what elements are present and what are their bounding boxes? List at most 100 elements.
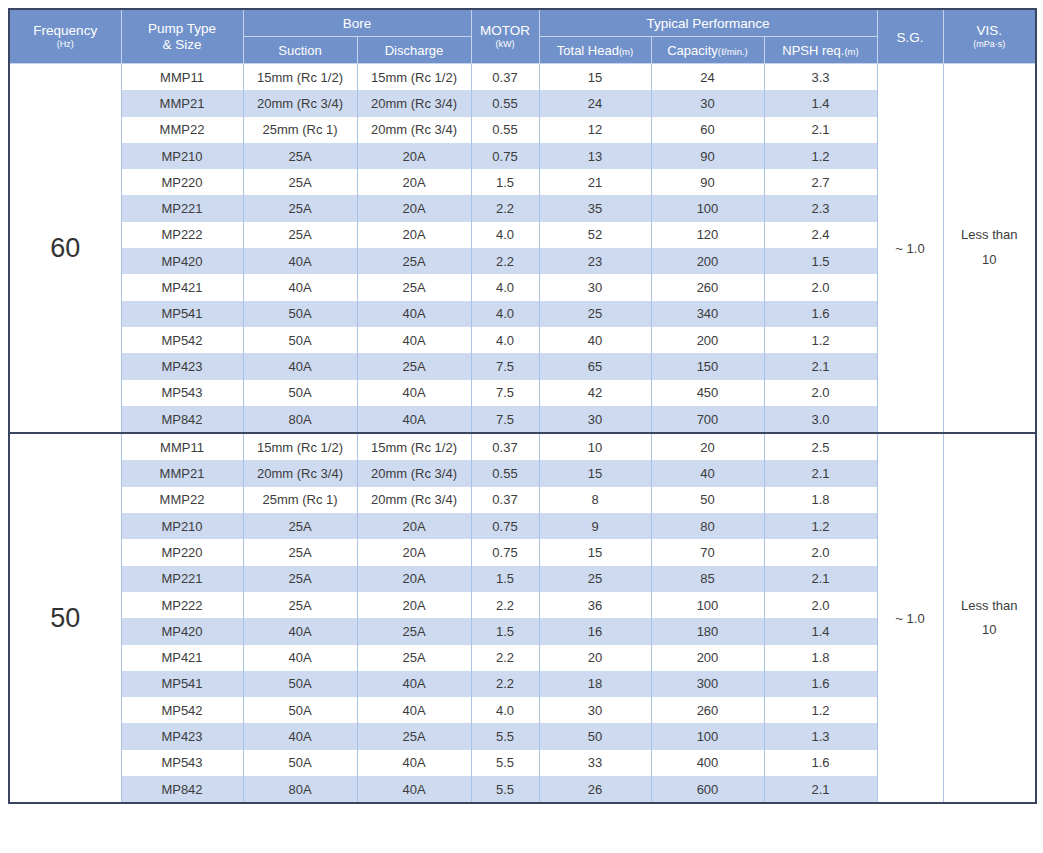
capacity-cell: 120 [651, 222, 764, 248]
npsh-header-unit: (m) [844, 46, 858, 57]
capacity-cell: 700 [651, 406, 764, 433]
npsh-cell: 1.4 [764, 90, 877, 116]
col-header-sg: S.G. [877, 9, 943, 64]
pump-model-cell: MMP22 [121, 117, 243, 143]
vis-header-label: VIS. [946, 23, 1034, 39]
suction-bore-cell: 40A [243, 645, 357, 671]
motor-kw-cell: 0.37 [471, 64, 539, 91]
suction-bore-cell: 40A [243, 618, 357, 644]
pump-model-cell: MP541 [121, 301, 243, 327]
frequency-value: 50 [9, 433, 121, 803]
suction-bore-cell: 25A [243, 513, 357, 539]
pump-type-header-line1: Pump Type [124, 21, 241, 37]
suction-bore-cell: 80A [243, 776, 357, 803]
total-head-cell: 16 [539, 618, 651, 644]
capacity-cell: 400 [651, 750, 764, 776]
capacity-cell: 200 [651, 248, 764, 274]
motor-kw-cell: 5.5 [471, 750, 539, 776]
motor-kw-cell: 0.75 [471, 513, 539, 539]
suction-bore-cell: 25A [243, 566, 357, 592]
capacity-cell: 100 [651, 195, 764, 221]
col-group-header-bore: Bore [243, 9, 471, 37]
suction-bore-cell: 40A [243, 723, 357, 749]
npsh-cell: 2.5 [764, 433, 877, 460]
npsh-cell: 2.7 [764, 169, 877, 195]
discharge-bore-cell: 20mm (Rc 3/4) [357, 117, 471, 143]
pump-model-cell: MP420 [121, 618, 243, 644]
pump-model-cell: MP541 [121, 671, 243, 697]
suction-bore-cell: 25A [243, 169, 357, 195]
pump-model-cell: MP210 [121, 143, 243, 169]
suction-bore-cell: 40A [243, 353, 357, 379]
total-head-cell: 52 [539, 222, 651, 248]
discharge-bore-cell: 40A [357, 301, 471, 327]
total-head-cell: 20 [539, 645, 651, 671]
discharge-bore-cell: 40A [357, 406, 471, 433]
discharge-bore-cell: 20A [357, 222, 471, 248]
npsh-cell: 2.1 [764, 353, 877, 379]
motor-kw-cell: 4.0 [471, 301, 539, 327]
capacity-cell: 150 [651, 353, 764, 379]
npsh-cell: 2.0 [764, 380, 877, 406]
motor-kw-cell: 2.2 [471, 592, 539, 618]
capacity-cell: 200 [651, 645, 764, 671]
npsh-cell: 1.2 [764, 513, 877, 539]
total-head-cell: 25 [539, 301, 651, 327]
pump-model-cell: MP420 [121, 248, 243, 274]
discharge-bore-cell: 25A [357, 645, 471, 671]
col-header-capacity: Capacity(ℓ/min.) [651, 37, 764, 64]
col-header-motor: MOTOR (kW) [471, 9, 539, 64]
suction-bore-cell: 25A [243, 539, 357, 565]
suction-bore-cell: 20mm (Rc 3/4) [243, 460, 357, 486]
frequency-value: 60 [9, 64, 121, 434]
total-head-cell: 15 [539, 460, 651, 486]
npsh-cell: 1.3 [764, 723, 877, 749]
capacity-cell: 30 [651, 90, 764, 116]
suction-bore-cell: 25A [243, 222, 357, 248]
frequency-header-label: Frequency [12, 23, 119, 39]
suction-bore-cell: 50A [243, 750, 357, 776]
pump-model-cell: MP222 [121, 592, 243, 618]
capacity-cell: 260 [651, 697, 764, 723]
motor-header-label: MOTOR [474, 23, 537, 39]
pump-model-cell: MMP11 [121, 64, 243, 91]
total-head-cell: 36 [539, 592, 651, 618]
col-header-frequency: Frequency (Hz) [9, 9, 121, 64]
col-header-suction: Suction [243, 37, 357, 64]
npsh-cell: 1.8 [764, 487, 877, 513]
motor-kw-cell: 0.55 [471, 460, 539, 486]
total-head-cell: 40 [539, 327, 651, 353]
motor-kw-cell: 4.0 [471, 697, 539, 723]
capacity-cell: 90 [651, 143, 764, 169]
total-head-header-label: Total Head [557, 43, 619, 58]
discharge-bore-cell: 20A [357, 169, 471, 195]
suction-bore-cell: 15mm (Rc 1/2) [243, 433, 357, 460]
col-header-vis: VIS. (mPa·s) [943, 9, 1036, 64]
npsh-cell: 1.2 [764, 143, 877, 169]
col-group-header-performance: Typical Performance [539, 9, 877, 37]
discharge-bore-cell: 20mm (Rc 3/4) [357, 90, 471, 116]
col-header-total-head: Total Head(m) [539, 37, 651, 64]
suction-bore-cell: 50A [243, 671, 357, 697]
capacity-cell: 60 [651, 117, 764, 143]
motor-kw-cell: 0.75 [471, 143, 539, 169]
pump-model-cell: MMP21 [121, 90, 243, 116]
pump-spec-table: Frequency (Hz) Pump Type & Size Bore MOT… [8, 8, 1037, 804]
vis-header-unit: (mPa·s) [946, 39, 1034, 50]
discharge-bore-cell: 15mm (Rc 1/2) [357, 433, 471, 460]
pump-model-cell: MP421 [121, 645, 243, 671]
pump-type-header-line2: & Size [124, 37, 241, 53]
total-head-cell: 24 [539, 90, 651, 116]
suction-bore-cell: 40A [243, 248, 357, 274]
suction-bore-cell: 25A [243, 592, 357, 618]
capacity-cell: 24 [651, 64, 764, 91]
npsh-cell: 2.1 [764, 776, 877, 803]
discharge-bore-cell: 20A [357, 539, 471, 565]
total-head-cell: 33 [539, 750, 651, 776]
motor-kw-cell: 4.0 [471, 222, 539, 248]
capacity-cell: 340 [651, 301, 764, 327]
motor-kw-cell: 0.37 [471, 487, 539, 513]
section-50hz: 50MMP1115mm (Rc 1/2)15mm (Rc 1/2)0.37102… [9, 433, 1036, 803]
npsh-cell: 1.2 [764, 697, 877, 723]
motor-kw-cell: 5.5 [471, 723, 539, 749]
